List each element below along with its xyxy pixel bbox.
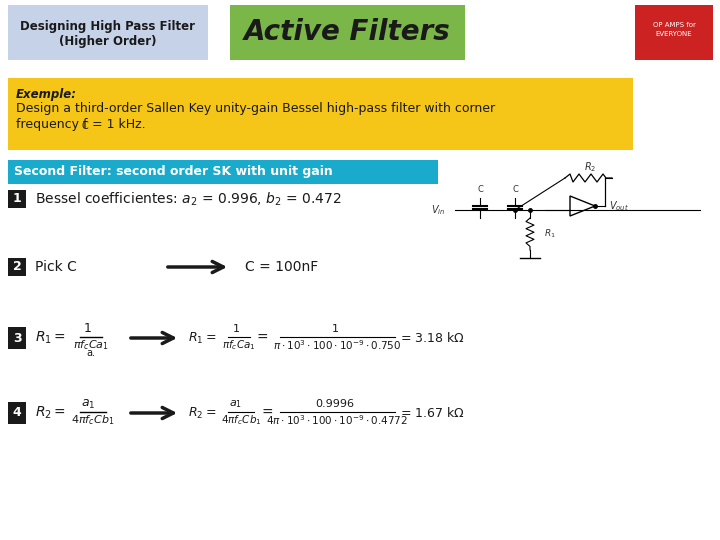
Text: $R_1 =$: $R_1 =$	[35, 330, 66, 346]
Text: $R_2$: $R_2$	[584, 160, 596, 174]
Text: =: =	[256, 331, 268, 345]
Text: Active Filters: Active Filters	[243, 18, 451, 46]
Text: Designing High Pass Filter: Designing High Pass Filter	[20, 20, 196, 33]
Text: $4\pi f_c Cb_1$: $4\pi f_c Cb_1$	[71, 413, 114, 427]
Text: $\pi f_c Ca_1$: $\pi f_c Ca_1$	[222, 338, 256, 352]
Text: 0.9996: 0.9996	[315, 399, 354, 409]
Text: 3: 3	[13, 332, 22, 345]
Bar	[8, 78, 633, 150]
Text: $R_1 =$: $R_1 =$	[188, 330, 216, 346]
Text: C: C	[82, 121, 89, 131]
Text: $R_2 =$: $R_2 =$	[35, 405, 66, 421]
Text: Second Filter: second order SK with unit gain: Second Filter: second order SK with unit…	[14, 165, 333, 179]
Text: $V_{in}$: $V_{in}$	[431, 203, 445, 217]
Bar	[8, 402, 26, 424]
Bar	[8, 258, 26, 276]
Text: $a_1$: $a_1$	[230, 398, 243, 410]
Text: 1: 1	[84, 322, 92, 335]
Text: C: C	[477, 185, 483, 194]
Text: Pick C: Pick C	[35, 260, 77, 274]
Text: 1: 1	[233, 324, 240, 334]
Text: $4\pi f_c Cb_1$: $4\pi f_c Cb_1$	[221, 413, 261, 427]
Text: (Higher Order): (Higher Order)	[59, 35, 157, 48]
Text: $\pi \cdot 10^3 \cdot 100 \cdot 10^{-9} \cdot 0.750$: $\pi \cdot 10^3 \cdot 100 \cdot 10^{-9} …	[273, 338, 401, 352]
Text: Bessel coefficientes: $a_2$ = 0.996, $b_2$ = 0.472: Bessel coefficientes: $a_2$ = 0.996, $b_…	[35, 190, 342, 208]
Text: Exemple:: Exemple:	[16, 88, 77, 101]
Text: 2: 2	[13, 260, 22, 273]
Text: a.: a.	[86, 348, 96, 358]
Text: = 1 kHz.: = 1 kHz.	[88, 118, 145, 131]
Text: $a_1$: $a_1$	[81, 397, 95, 410]
Text: $R_2 =$: $R_2 =$	[188, 406, 216, 421]
Text: C = 100nF: C = 100nF	[245, 260, 318, 274]
Bar	[8, 190, 26, 208]
Text: 4: 4	[13, 407, 22, 420]
Text: $4\pi \cdot 10^3 \cdot 100 \cdot 10^{-9} \cdot 0.4772$: $4\pi \cdot 10^3 \cdot 100 \cdot 10^{-9}…	[266, 413, 408, 427]
Bar	[8, 160, 438, 184]
Text: $V_{out}$: $V_{out}$	[609, 199, 629, 213]
Bar	[8, 327, 26, 349]
Text: $\pi f_c Ca_1$: $\pi f_c Ca_1$	[73, 338, 109, 352]
Bar	[230, 5, 465, 60]
Text: Design a third-order Sallen Key unity-gain Bessel high-pass filter with corner: Design a third-order Sallen Key unity-ga…	[16, 102, 495, 115]
Text: OP AMPS for
EVERYONE: OP AMPS for EVERYONE	[652, 22, 696, 37]
Text: = 1.67 k$\Omega$: = 1.67 k$\Omega$	[400, 406, 464, 420]
Text: =: =	[261, 406, 273, 420]
Text: frequency f: frequency f	[16, 118, 88, 131]
Text: C: C	[512, 185, 518, 194]
Text: 1: 1	[13, 192, 22, 206]
Text: 1: 1	[331, 324, 338, 334]
Bar	[635, 5, 713, 60]
Text: $R_1$: $R_1$	[544, 228, 556, 240]
Text: = 3.18 k$\Omega$: = 3.18 k$\Omega$	[400, 331, 464, 345]
Bar	[8, 5, 208, 60]
